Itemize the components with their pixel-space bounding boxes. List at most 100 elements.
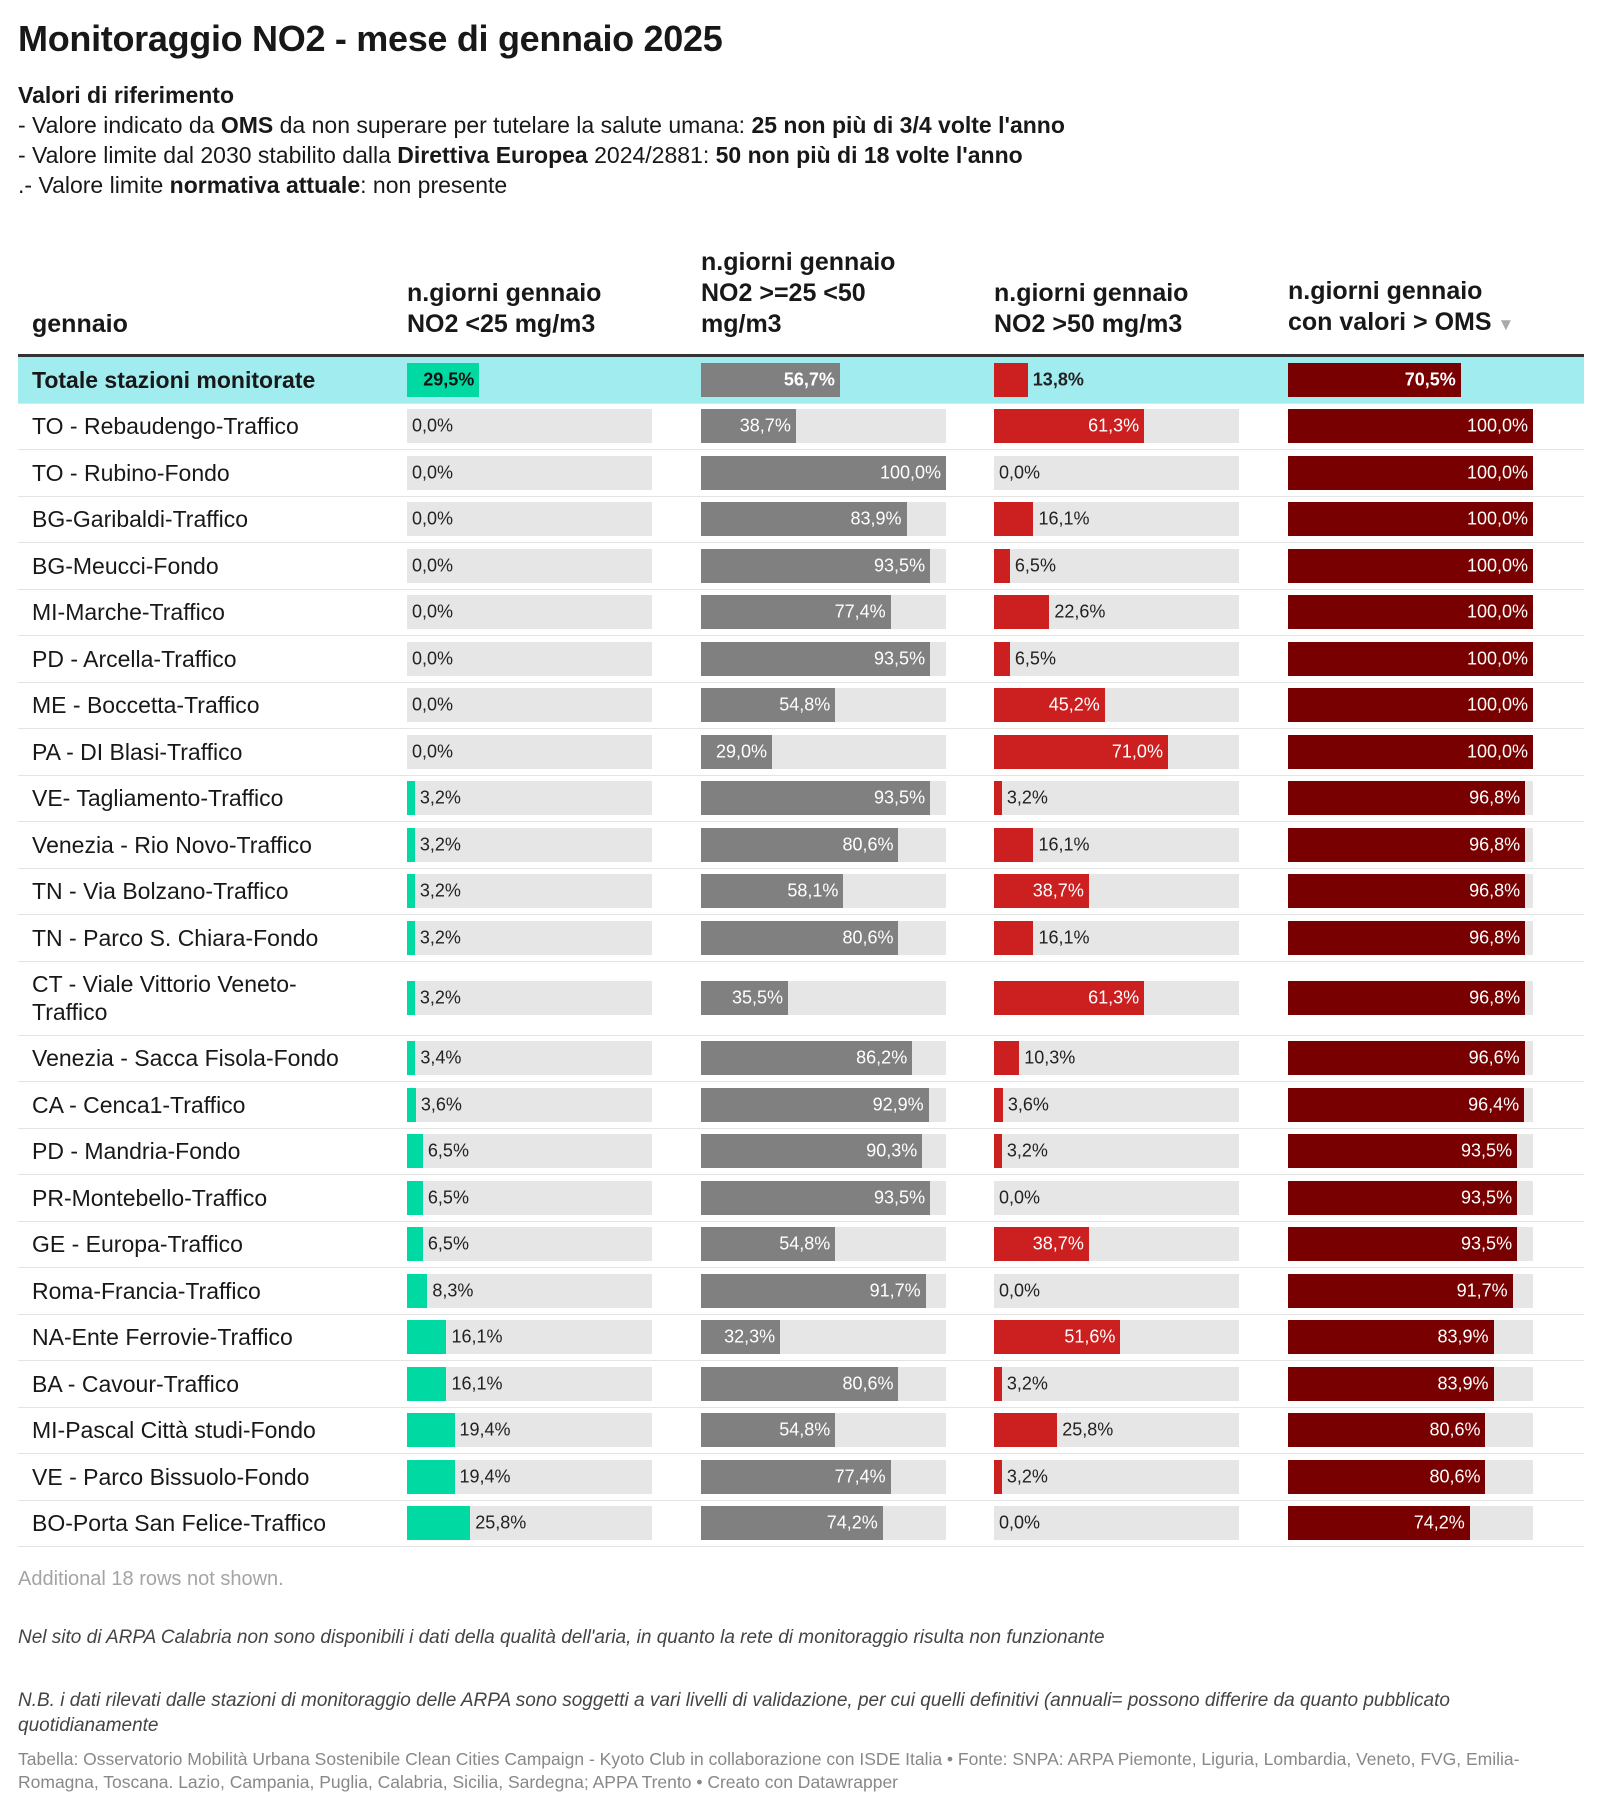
bar xyxy=(994,641,1010,676)
bar xyxy=(994,1134,1002,1169)
table-row: ME - Boccetta-Traffico 0,0% 54,8% 45,2% 100,… xyxy=(18,683,1584,729)
bar xyxy=(1288,981,1526,1015)
value-label: 8,3% xyxy=(432,1280,474,1301)
header-below-25[interactable]: n.giorni gennaio NO2 <25 mg/m3 xyxy=(407,279,602,338)
value-label: 3,2% xyxy=(1006,1373,1048,1394)
bar-cell: 19,4% xyxy=(407,1413,652,1448)
header-above-50[interactable]: n.giorni gennaio NO2 >50 mg/m3 xyxy=(994,279,1189,338)
bar-cell: 90,3% xyxy=(701,1134,946,1169)
value-label: 100,0% xyxy=(1466,415,1528,436)
bar-cell: 19,4% xyxy=(407,1459,652,1494)
bar xyxy=(701,1087,929,1122)
value-label: 35,5% xyxy=(731,987,783,1008)
bar xyxy=(701,781,931,816)
value-label: 100,0% xyxy=(1466,508,1528,529)
bar-cell: 6,5% xyxy=(407,1227,652,1262)
value-label: 93,5% xyxy=(874,787,926,808)
station-name: PD - Mandria-Fondo xyxy=(32,1138,241,1165)
station-name: VE- Tagliamento-Traffico xyxy=(32,785,284,812)
table-row: MI-Pascal Città studi-Fondo 19,4% 54,8% 25,… xyxy=(18,1408,1584,1454)
value-label: 29,0% xyxy=(716,741,768,762)
value-label: 91,7% xyxy=(869,1280,921,1301)
bar xyxy=(994,1366,1002,1401)
value-label: 19,4% xyxy=(459,1419,511,1440)
value-label: 74,2% xyxy=(826,1512,878,1533)
bar xyxy=(701,1506,883,1541)
value-label: 38,7% xyxy=(1032,880,1084,901)
station-name: TN - Parco S. Chiara-Fondo xyxy=(32,924,319,951)
bar-cell: 100,0% xyxy=(1288,641,1533,676)
station-name: PA - DI Blasi-Traffico xyxy=(32,738,243,765)
bar-cell: 29,0% xyxy=(701,734,946,769)
value-label: 13,8% xyxy=(1032,369,1084,390)
bar-cell: 61,3% xyxy=(994,409,1239,444)
value-label: 0,0% xyxy=(999,1187,1041,1208)
value-label: 0,0% xyxy=(999,462,1041,483)
reference-line-current: .- Valore limite normativa attuale: non … xyxy=(18,172,508,198)
bar-cell: 29,5% xyxy=(407,362,652,397)
bar xyxy=(407,1041,416,1076)
bar-cell: 93,5% xyxy=(1288,1180,1533,1215)
value-label: 54,8% xyxy=(779,694,831,715)
bar xyxy=(1288,734,1533,769)
value-label: 58,1% xyxy=(787,880,839,901)
value-label: 96,8% xyxy=(1469,834,1521,855)
bar xyxy=(701,1134,923,1169)
bar xyxy=(994,920,1034,955)
bar-cell: 93,5% xyxy=(701,641,946,676)
bar-cell: 3,4% xyxy=(407,1041,652,1076)
bar-cell: 100,0% xyxy=(1288,595,1533,630)
bar-cell: 16,1% xyxy=(407,1320,652,1355)
bar-cell: 3,2% xyxy=(407,781,652,816)
value-label: 3,2% xyxy=(419,880,461,901)
sort-desc-icon[interactable]: ▼ xyxy=(1497,315,1515,334)
bar xyxy=(701,455,946,490)
bar-cell: 6,5% xyxy=(407,1180,652,1215)
value-label: 0,0% xyxy=(412,555,454,576)
value-label: 0,0% xyxy=(999,1512,1041,1533)
table-row: GE - Europa-Traffico 6,5% 54,8% 38,7% 93,5% xyxy=(18,1222,1584,1268)
header-station[interactable]: gennaio xyxy=(32,310,128,338)
table-row: BA - Cavour-Traffico 16,1% 80,6% 3,2% 83,9% xyxy=(18,1361,1584,1408)
bar xyxy=(407,1320,447,1355)
value-label: 38,7% xyxy=(739,415,791,436)
bar xyxy=(407,1227,423,1262)
bar xyxy=(407,1459,455,1494)
value-label: 32,3% xyxy=(724,1326,776,1347)
station-name: Venezia - Rio Novo-Traffico xyxy=(32,831,312,858)
value-label: 83,9% xyxy=(1437,1373,1489,1394)
table-row: Roma-Francia-Traffico 8,3% 91,7% 0,0% 91,7% xyxy=(18,1268,1584,1315)
header-above-oms[interactable]: n.giorni gennaio con valori > OMS ▼ xyxy=(1288,277,1515,336)
value-label: 100,0% xyxy=(1466,601,1528,622)
value-label: 83,9% xyxy=(1437,1326,1489,1347)
bar-cell: 100,0% xyxy=(1288,688,1533,723)
bar-cell: 13,8% xyxy=(994,362,1239,397)
bar-cell: 51,6% xyxy=(994,1320,1239,1355)
header-25-to-50[interactable]: n.giorni gennaio NO2 >=25 <50 mg/m3 xyxy=(701,248,896,338)
table-row: TO - Rebaudengo-Traffico 0,0% 38,7% 61,3% 10… xyxy=(18,404,1584,450)
bar xyxy=(407,362,480,397)
table-row: MI-Marche-Traffico 0,0% 77,4% 22,6% 100,0% xyxy=(18,590,1584,636)
value-label: 6,5% xyxy=(427,1233,469,1254)
bar xyxy=(994,409,1145,444)
value-label: 100,0% xyxy=(1466,555,1528,576)
bar xyxy=(994,1459,1002,1494)
bar-cell: 96,8% xyxy=(1288,920,1533,955)
bar xyxy=(701,981,788,1015)
bar xyxy=(1288,548,1533,583)
bar-cell: 3,2% xyxy=(994,781,1239,816)
bar-cell: 0,0% xyxy=(994,1273,1239,1308)
bar-cell: 25,8% xyxy=(994,1413,1239,1448)
value-label: 71,0% xyxy=(1111,741,1163,762)
table-row: BG-Meucci-Fondo 0,0% 93,5% 6,5% 100,0% xyxy=(18,543,1584,590)
value-label: 25,8% xyxy=(475,1512,527,1533)
value-label: 3,2% xyxy=(1006,787,1048,808)
bar-cell: 80,6% xyxy=(1288,1459,1533,1494)
value-label: 3,2% xyxy=(419,787,461,808)
value-label: 96,8% xyxy=(1469,987,1521,1008)
bar-cell: 100,0% xyxy=(701,455,946,490)
table-row: Venezia - Sacca Fisola-Fondo 3,4% 86,2% 10,… xyxy=(18,1036,1584,1082)
table-row: PR-Montebello-Traffico 6,5% 93,5% 0,0% 93,5% xyxy=(18,1175,1584,1222)
table-row: VE- Tagliamento-Traffico 3,2% 93,5% 3,2% 96,… xyxy=(18,776,1584,822)
value-label: 77,4% xyxy=(834,1466,886,1487)
